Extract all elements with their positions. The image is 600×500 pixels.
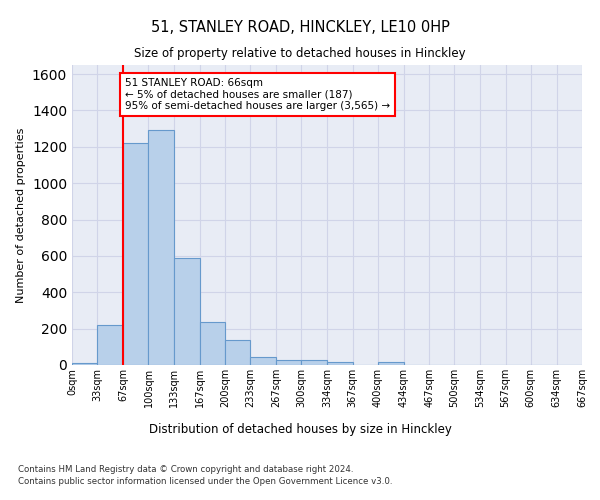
Bar bbox=[225, 340, 250, 365]
Bar bbox=[72, 363, 97, 365]
Bar bbox=[97, 325, 123, 365]
Bar bbox=[276, 360, 301, 365]
Text: Contains HM Land Registry data © Crown copyright and database right 2024.: Contains HM Land Registry data © Crown c… bbox=[18, 466, 353, 474]
Text: 51, STANLEY ROAD, HINCKLEY, LE10 0HP: 51, STANLEY ROAD, HINCKLEY, LE10 0HP bbox=[151, 20, 449, 35]
Text: Distribution of detached houses by size in Hinckley: Distribution of detached houses by size … bbox=[149, 422, 451, 436]
Bar bbox=[200, 322, 225, 365]
Bar bbox=[148, 130, 173, 365]
Text: Size of property relative to detached houses in Hinckley: Size of property relative to detached ho… bbox=[134, 48, 466, 60]
Bar bbox=[250, 357, 276, 365]
Bar bbox=[301, 360, 328, 365]
Bar bbox=[123, 143, 148, 365]
Bar bbox=[378, 362, 404, 365]
Y-axis label: Number of detached properties: Number of detached properties bbox=[16, 128, 26, 302]
Text: Contains public sector information licensed under the Open Government Licence v3: Contains public sector information licen… bbox=[18, 476, 392, 486]
Bar bbox=[173, 258, 200, 365]
Text: 51 STANLEY ROAD: 66sqm
← 5% of detached houses are smaller (187)
95% of semi-det: 51 STANLEY ROAD: 66sqm ← 5% of detached … bbox=[125, 78, 390, 111]
Bar bbox=[328, 362, 353, 365]
